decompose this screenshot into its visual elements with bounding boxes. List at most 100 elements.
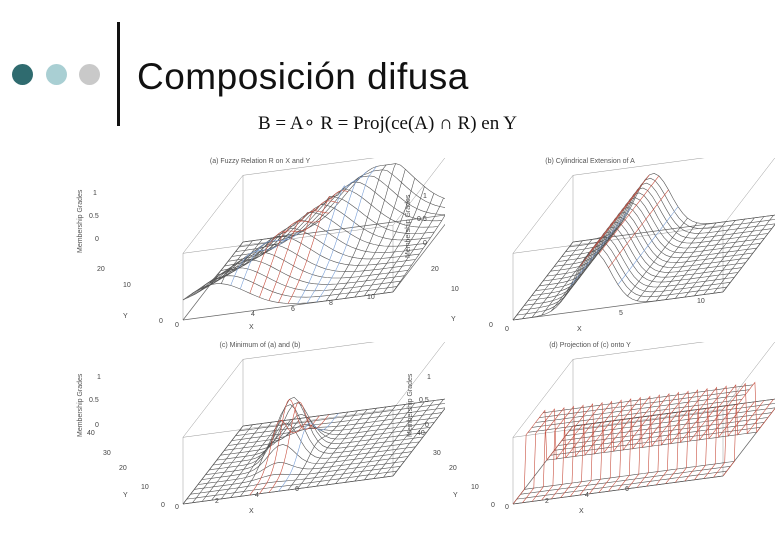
y-tick: 0 — [489, 322, 493, 329]
z-tick: 0 — [425, 422, 429, 429]
mesh-line — [345, 169, 406, 299]
mesh-line — [579, 188, 641, 267]
mesh-line — [212, 219, 424, 280]
mesh-line — [220, 236, 282, 284]
bullet-dot-grey — [79, 64, 100, 85]
mesh-line — [541, 405, 602, 501]
mesh-line — [522, 240, 583, 319]
y-tick: 0 — [161, 502, 165, 509]
x-tick: 6 — [625, 486, 629, 493]
mesh-line — [306, 171, 368, 304]
mesh-line — [325, 406, 387, 486]
z-tick: 1 — [427, 374, 431, 381]
mesh-line — [201, 243, 412, 291]
mesh-line — [197, 456, 409, 485]
slide-title: Composición difusa — [137, 56, 469, 97]
mesh-line — [703, 384, 765, 479]
mesh-line — [192, 240, 253, 294]
mesh-line — [192, 424, 253, 503]
axis-box-edge — [392, 158, 445, 226]
composition-formula: B = A∘ R = Proj(ce(A) ∩ R) en Y — [258, 113, 518, 134]
x-tick: 0 — [175, 322, 179, 329]
title-divider — [117, 22, 120, 126]
mesh-line — [512, 409, 574, 505]
mesh-line — [211, 422, 272, 501]
y-tick: 10 — [123, 282, 131, 289]
mesh-line — [240, 418, 301, 497]
y-tick: 30 — [433, 450, 441, 457]
mesh-line — [249, 226, 310, 294]
z-axis-label: Membership Grades — [77, 189, 84, 253]
x-tick: 0 — [505, 504, 509, 511]
bullet-dot-light — [46, 64, 67, 85]
z-tick: 0.5 — [417, 216, 427, 223]
mesh-line — [531, 239, 593, 318]
x-tick: 10 — [367, 294, 375, 301]
mesh-line — [201, 239, 263, 289]
z-axis-label: Membership Grades — [77, 373, 84, 437]
z-tick: 1 — [97, 374, 101, 381]
mesh-line — [627, 217, 688, 297]
mesh-line — [560, 403, 621, 498]
axis-box-edge — [512, 175, 574, 254]
z-tick: 1 — [423, 193, 427, 200]
y-tick: 10 — [471, 484, 479, 491]
surface-plot — [512, 158, 775, 321]
panel-title: (a) Fuzzy Relation R on X and Y — [209, 158, 311, 165]
mesh-line — [665, 221, 726, 300]
mesh-line — [268, 401, 330, 493]
surface-plot — [182, 342, 445, 505]
mesh-line — [646, 223, 707, 302]
mesh-line — [617, 395, 679, 491]
mesh-line — [201, 423, 263, 502]
mesh-line — [589, 399, 650, 494]
mesh-line — [655, 222, 717, 301]
mesh-line — [684, 386, 746, 482]
axis-box-edge — [392, 342, 445, 410]
mesh-line — [560, 224, 621, 303]
y-tick: 20 — [449, 465, 457, 472]
axis-box-edge — [242, 342, 375, 360]
mesh-line — [684, 218, 746, 298]
mesh-line — [278, 413, 339, 492]
mesh-line — [531, 406, 593, 502]
mesh-line — [354, 178, 416, 298]
mesh-line — [383, 399, 444, 478]
mesh-line — [608, 189, 669, 268]
mesh-line — [627, 394, 688, 489]
y-tick: 0 — [159, 318, 163, 325]
x-tick: 10 — [697, 298, 705, 305]
surface-plot — [182, 158, 445, 321]
x-axis-label: X — [249, 508, 254, 515]
z-axis-label: Membership Grades — [405, 194, 412, 258]
x-tick: 4 — [251, 311, 255, 318]
mesh-line — [646, 391, 707, 487]
mesh-line — [194, 461, 405, 490]
y-tick: 20 — [119, 465, 127, 472]
y-tick: 10 — [451, 286, 459, 293]
mesh-line — [694, 385, 755, 480]
mesh-line — [240, 231, 301, 290]
panel-title: (d) Projection of (c) onto Y — [549, 342, 631, 349]
mesh-line — [570, 401, 631, 497]
y-tick: 40 — [417, 430, 425, 437]
mesh-line — [297, 410, 358, 489]
mesh-line — [383, 197, 444, 294]
panel-fuzzy-relation: (a) Fuzzy Relation R on X and Y Membersh… — [75, 158, 445, 348]
panel-cylindrical-extension: (b) Cylindrical Extension of A Membershi… — [405, 158, 775, 348]
y-axis-label: Y — [451, 316, 456, 323]
mesh-line — [598, 175, 660, 255]
x-tick: 4 — [255, 492, 259, 499]
axis-box-edge — [722, 158, 775, 226]
mesh-line — [259, 399, 320, 494]
y-axis-label: Y — [123, 313, 128, 320]
mesh-line — [316, 408, 377, 487]
y-tick: 40 — [87, 430, 95, 437]
mesh-line — [570, 208, 631, 287]
mesh-line — [287, 411, 349, 491]
mesh-line — [373, 193, 435, 295]
mesh-line — [713, 215, 774, 294]
panel-projection: (d) Projection of (c) onto Y Membership … — [405, 342, 775, 532]
z-tick: 0 — [95, 236, 99, 243]
mesh-line — [655, 390, 717, 486]
